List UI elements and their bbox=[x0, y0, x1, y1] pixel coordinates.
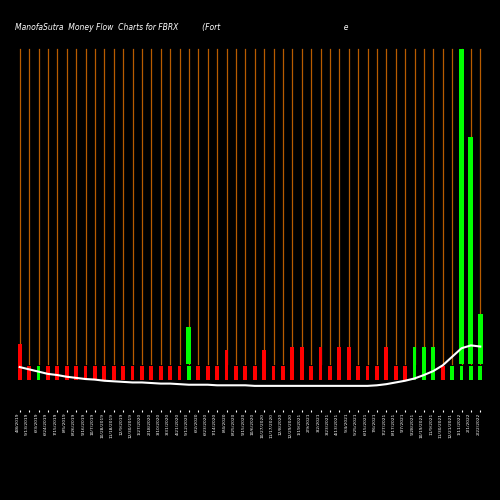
Bar bbox=[215, 366, 219, 380]
Bar bbox=[272, 366, 276, 380]
Bar bbox=[18, 344, 22, 380]
Bar bbox=[281, 366, 285, 380]
Bar bbox=[338, 347, 341, 380]
Bar bbox=[74, 366, 78, 380]
Bar bbox=[130, 366, 134, 380]
Bar bbox=[159, 366, 162, 380]
Bar bbox=[478, 366, 482, 380]
Bar bbox=[318, 347, 322, 380]
Bar bbox=[112, 366, 116, 380]
Bar bbox=[328, 366, 332, 380]
Bar bbox=[309, 366, 313, 380]
Bar bbox=[290, 347, 294, 380]
Bar bbox=[366, 366, 370, 380]
Bar bbox=[262, 350, 266, 380]
Bar bbox=[234, 366, 238, 380]
Bar bbox=[469, 366, 473, 380]
Bar bbox=[459, 49, 464, 364]
Bar bbox=[187, 366, 191, 380]
Bar bbox=[56, 366, 59, 380]
Bar bbox=[394, 366, 398, 380]
Bar bbox=[432, 347, 435, 380]
Bar bbox=[460, 366, 464, 380]
Bar bbox=[168, 366, 172, 380]
Bar bbox=[224, 350, 228, 380]
Bar bbox=[140, 366, 144, 380]
Bar bbox=[412, 347, 416, 380]
Text: ManofaSutra  Money Flow  Charts for FBRX          (Fort                         : ManofaSutra Money Flow Charts for FBRX (… bbox=[15, 22, 348, 32]
Bar bbox=[441, 366, 444, 380]
Bar bbox=[347, 347, 350, 380]
Bar bbox=[186, 326, 192, 364]
Bar bbox=[206, 366, 210, 380]
Bar bbox=[36, 366, 40, 380]
Bar bbox=[46, 366, 50, 380]
Bar bbox=[93, 366, 97, 380]
Bar bbox=[102, 366, 106, 380]
Bar bbox=[468, 138, 473, 364]
Bar bbox=[150, 366, 153, 380]
Bar bbox=[356, 366, 360, 380]
Bar bbox=[27, 366, 31, 380]
Bar bbox=[450, 366, 454, 380]
Bar bbox=[178, 366, 182, 380]
Bar bbox=[84, 366, 87, 380]
Bar bbox=[253, 366, 256, 380]
Bar bbox=[403, 366, 407, 380]
Bar bbox=[300, 347, 304, 380]
Bar bbox=[196, 366, 200, 380]
Bar bbox=[244, 366, 247, 380]
Bar bbox=[384, 347, 388, 380]
Bar bbox=[422, 347, 426, 380]
Bar bbox=[375, 366, 379, 380]
Bar bbox=[121, 366, 125, 380]
Bar bbox=[65, 366, 68, 380]
Bar bbox=[478, 314, 483, 364]
